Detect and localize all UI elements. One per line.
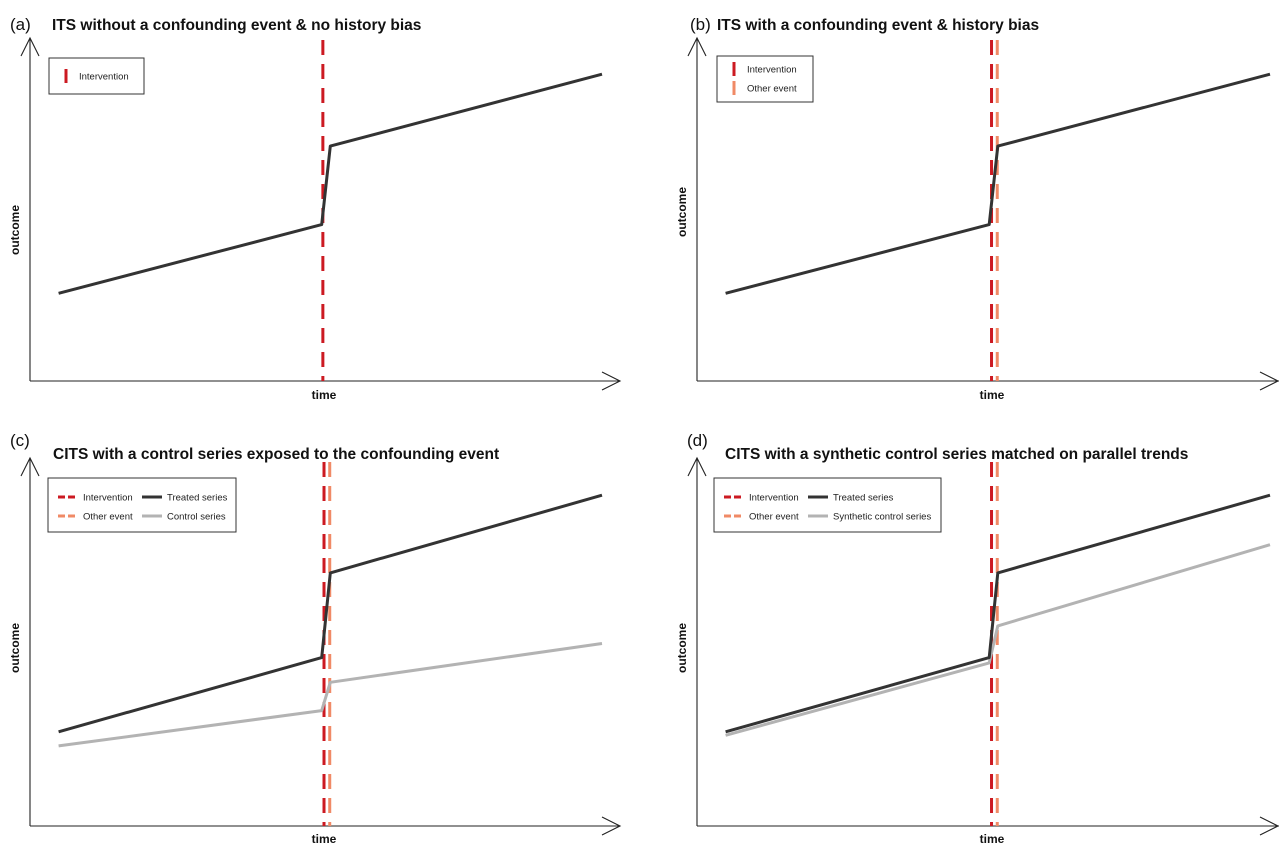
chart-title: ITS with a confounding event & history b… bbox=[717, 17, 1039, 34]
chart-title: CITS with a control series exposed to th… bbox=[53, 446, 499, 463]
panel-c: (c) CITS with a control series exposed to… bbox=[8, 431, 622, 844]
y-axis-label: outcome bbox=[8, 623, 22, 673]
panel-d: (d) CITS with a synthetic control series … bbox=[675, 431, 1279, 844]
x-axis-label: time bbox=[312, 832, 337, 844]
treated-series-line bbox=[725, 493, 1271, 734]
panel-label: (c) bbox=[10, 431, 30, 450]
legend-label: Other event bbox=[749, 512, 799, 523]
x-axis-label: time bbox=[980, 832, 1005, 844]
legend-label: Control series bbox=[167, 512, 226, 523]
legend-label: Intervention bbox=[749, 493, 799, 504]
x-axis-arrow bbox=[601, 371, 622, 391]
legend: Intervention Treated series Other event Con… bbox=[47, 477, 237, 533]
legend: Intervention Other event bbox=[716, 55, 814, 103]
x-axis-label: time bbox=[980, 388, 1005, 402]
x-axis-label: time bbox=[312, 388, 337, 402]
legend-label: Treated series bbox=[833, 493, 894, 504]
y-axis-label: outcome bbox=[675, 623, 689, 673]
x-axis-arrow bbox=[601, 816, 622, 836]
y-axis-arrow bbox=[20, 36, 40, 57]
legend-label: Intervention bbox=[747, 65, 797, 76]
panel-b: (b) ITS with a confounding event & histor… bbox=[675, 15, 1279, 402]
chart-title: CITS with a synthetic control series mat… bbox=[725, 446, 1188, 463]
legend-label: Intervention bbox=[79, 72, 129, 83]
y-axis-arrow bbox=[687, 456, 707, 477]
legend: Intervention bbox=[48, 57, 145, 95]
y-axis-arrow bbox=[20, 456, 40, 477]
x-axis-arrow bbox=[1259, 371, 1279, 391]
legend-box bbox=[47, 477, 237, 533]
treated-series-line bbox=[725, 72, 1271, 295]
x-axis-arrow bbox=[1259, 816, 1279, 836]
treated-series-line bbox=[58, 72, 603, 295]
y-axis-label: outcome bbox=[8, 205, 22, 255]
treated-series-line bbox=[58, 493, 603, 734]
control-series-line bbox=[725, 543, 1271, 737]
y-axis-label: outcome bbox=[675, 187, 689, 237]
legend-label: Synthetic control series bbox=[833, 512, 931, 523]
panel-label: (a) bbox=[10, 15, 31, 34]
panel-label: (d) bbox=[687, 431, 708, 450]
legend-box bbox=[713, 477, 942, 533]
legend: Intervention Treated series Other event Syn… bbox=[713, 477, 942, 533]
legend-label: Other event bbox=[83, 512, 133, 523]
control-series-line bbox=[58, 642, 603, 748]
panel-a: (a) ITS without a confounding event & no … bbox=[8, 15, 622, 402]
legend-label: Intervention bbox=[83, 493, 133, 504]
y-axis-arrow bbox=[687, 36, 707, 57]
legend-label: Treated series bbox=[167, 493, 228, 504]
panel-label: (b) bbox=[690, 15, 711, 34]
chart-title: ITS without a confounding event & no his… bbox=[52, 17, 421, 34]
legend-label: Other event bbox=[747, 84, 797, 95]
legend-box bbox=[716, 55, 814, 103]
